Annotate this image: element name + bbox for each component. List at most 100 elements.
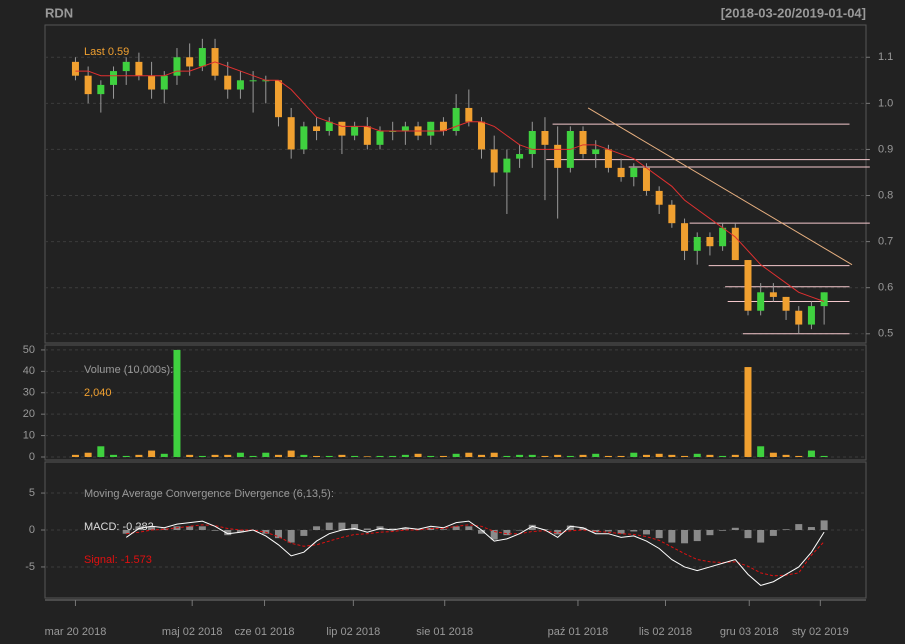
histogram-bar xyxy=(604,530,612,532)
volume-bar xyxy=(554,454,562,458)
histogram-bar xyxy=(148,526,156,530)
y-tick-label: 0.8 xyxy=(878,189,893,201)
candle-body xyxy=(465,107,473,122)
candle-body xyxy=(452,107,460,131)
y-tick-label: 1.0 xyxy=(878,97,893,109)
candle-body xyxy=(719,227,727,247)
candle-body xyxy=(313,126,321,131)
y-tick-label: 30 xyxy=(23,387,35,399)
volume-bar xyxy=(338,454,346,458)
macd-line xyxy=(125,520,825,586)
candle-body xyxy=(681,223,689,251)
histogram-bar xyxy=(287,530,295,543)
histogram-bar xyxy=(300,530,308,536)
x-tick-label: paź 01 2018 xyxy=(548,626,609,638)
candle-body xyxy=(642,167,650,191)
histogram-bar xyxy=(554,530,562,535)
histogram-bar xyxy=(490,530,498,540)
volume-bar xyxy=(541,455,549,458)
volume-bar xyxy=(820,455,828,458)
histogram-bar xyxy=(693,530,701,542)
moving-average xyxy=(75,61,825,302)
candle-body xyxy=(84,75,92,95)
histogram-bar xyxy=(439,529,447,530)
volume-panel xyxy=(44,344,867,461)
volume-last: 2,040 xyxy=(84,387,112,399)
volume-bar xyxy=(693,453,701,458)
volume-bar xyxy=(579,454,587,458)
volume-bar xyxy=(427,455,435,458)
x-tick-label: lip 02 2018 xyxy=(326,626,380,638)
y-tick-label: 10 xyxy=(23,429,35,441)
x-tick-label: gru 03 2018 xyxy=(720,626,779,638)
candle-body xyxy=(198,48,206,67)
candle-body xyxy=(122,61,130,72)
candle-body xyxy=(706,237,714,247)
histogram-bar xyxy=(274,530,282,539)
candle-body xyxy=(249,80,257,82)
volume-bar xyxy=(274,454,282,458)
histogram-bar xyxy=(706,530,714,536)
histogram-bar xyxy=(401,527,409,530)
candle-body xyxy=(655,190,663,205)
y-tick-label: 50 xyxy=(23,344,35,356)
volume-bar xyxy=(363,456,371,458)
volume-bar xyxy=(148,450,156,458)
x-tick-label: maj 02 2018 xyxy=(162,626,223,638)
histogram-bar xyxy=(363,528,371,530)
histogram-bar xyxy=(198,526,206,530)
histogram-bar xyxy=(566,525,574,530)
volume-bar xyxy=(465,452,473,458)
x-tick-label: mar 20 2018 xyxy=(45,626,107,638)
candle-body xyxy=(795,310,803,325)
volume-bar xyxy=(135,454,143,458)
volume-bar xyxy=(97,446,105,458)
candle-body xyxy=(769,292,777,297)
volume-bar xyxy=(439,455,447,458)
signal-label: Signal: -1.573 xyxy=(84,554,152,566)
volume-bar xyxy=(617,455,625,458)
volume-bar xyxy=(389,455,397,458)
last-price: Last 0.59 xyxy=(84,46,129,58)
histogram-bar xyxy=(160,528,168,530)
candle-body xyxy=(579,131,587,155)
volume-bar xyxy=(313,455,321,458)
volume-bar xyxy=(122,455,130,458)
candle-body xyxy=(148,75,156,90)
candle-body xyxy=(274,80,282,118)
volume-bar xyxy=(490,452,498,458)
histogram-bar xyxy=(186,526,194,530)
chart-title: RDN xyxy=(45,5,73,20)
volume-bar xyxy=(630,452,638,458)
volume-bar xyxy=(706,454,714,458)
candle-body xyxy=(807,306,815,325)
candle-body xyxy=(224,75,232,90)
volume-bar xyxy=(757,446,765,458)
histogram-bar xyxy=(452,526,460,530)
x-tick-label: lis 02 2018 xyxy=(639,626,692,638)
histogram-bar xyxy=(617,530,625,534)
candle-body xyxy=(744,260,752,311)
histogram-bar xyxy=(795,524,803,530)
candle-body xyxy=(757,292,765,311)
volume-bar xyxy=(287,450,295,458)
candle-body xyxy=(401,126,409,131)
volume-bar xyxy=(211,454,219,458)
volume-bar xyxy=(325,455,333,458)
volume-bar xyxy=(592,453,600,458)
histogram-bar xyxy=(681,530,689,544)
histogram-bar xyxy=(630,530,638,532)
candle-body xyxy=(630,167,638,178)
candle-body xyxy=(820,292,828,307)
volume-bar xyxy=(71,454,79,458)
volume-title: Volume (10,000s): xyxy=(84,364,173,376)
histogram-bar xyxy=(338,522,346,530)
volume-bar xyxy=(604,455,612,458)
price-panel xyxy=(44,24,867,344)
candle-body xyxy=(351,126,359,136)
histogram-bar xyxy=(782,529,790,530)
candle-body xyxy=(300,126,308,150)
volume-bar xyxy=(668,454,676,458)
histogram-bar xyxy=(528,524,536,530)
